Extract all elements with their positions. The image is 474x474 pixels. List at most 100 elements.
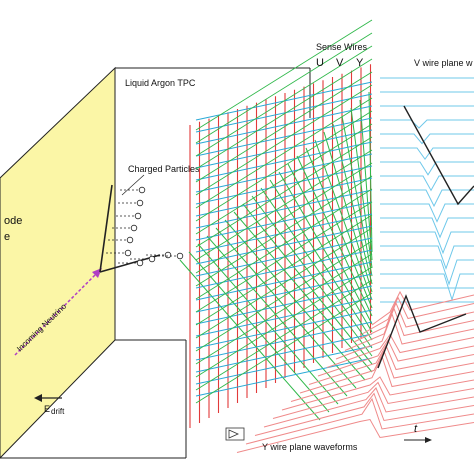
v-waveform: [380, 133, 474, 145]
v-waveform: [380, 273, 474, 302]
v-wire: [195, 333, 373, 373]
v-waveform: [380, 119, 474, 129]
cathode-label-line1: ode: [4, 215, 22, 227]
u-wire: [224, 219, 366, 381]
v-wire: [195, 225, 373, 265]
time-axis-label: t: [414, 423, 418, 435]
v-wire: [195, 297, 373, 337]
v-track-reco: [403, 105, 474, 206]
u-wire: [195, 162, 373, 274]
y-waveform: [317, 338, 474, 377]
u-wire: [195, 214, 373, 326]
y-waveform: [263, 387, 474, 428]
y-waveform: [245, 397, 474, 445]
u-wire: [195, 97, 373, 209]
v-wire: [195, 141, 373, 181]
v-waveform: [380, 217, 474, 239]
u-wire: [195, 292, 373, 404]
v-wire: [195, 105, 373, 145]
u-wire: [195, 58, 373, 170]
y-waveform: [362, 296, 474, 334]
v-wire: [195, 285, 373, 325]
u-wire: [195, 227, 373, 339]
u-wire: [195, 19, 373, 131]
u-wire: [305, 147, 373, 309]
tpc-box: [0, 67, 311, 459]
ionization-electrons: [106, 186, 184, 267]
v-waveform: [380, 203, 474, 223]
u-wire: [195, 201, 373, 313]
wire-planes: [179, 19, 373, 428]
u-wire: [195, 84, 373, 196]
wire-u-label: U: [316, 57, 324, 69]
time-arrow-icon: [404, 437, 432, 443]
u-wire: [323, 131, 373, 293]
e-drift-label: E: [44, 404, 50, 414]
v-wire: [195, 153, 373, 193]
v-wire: [195, 201, 373, 241]
y-waveform: [236, 418, 474, 453]
neutrino-track: [14, 271, 99, 356]
v-wire: [195, 213, 373, 253]
v-wire: [195, 273, 373, 313]
v-wire-waveforms: [380, 77, 474, 303]
u-wire: [195, 71, 373, 183]
y-waveform: [281, 376, 474, 411]
u-wire: [195, 240, 373, 352]
v-wire: [195, 117, 373, 157]
u-wire: [195, 253, 373, 365]
y-waveform: [272, 381, 474, 419]
u-wire: [195, 188, 373, 300]
v-waveform: [380, 175, 474, 192]
v-wire: [195, 189, 373, 229]
y-waveform: [254, 392, 474, 436]
ionization-electron-icon: [124, 249, 132, 257]
u-wire: [195, 175, 373, 287]
charged-particles-label: Charged Particles: [128, 164, 200, 174]
u-wire: [188, 251, 330, 413]
ionization-electron-icon: [136, 259, 144, 267]
u-wire: [195, 123, 373, 235]
sense-wires-label: Sense Wires: [316, 42, 368, 52]
ionization-electron-icon: [176, 252, 184, 260]
u-wire: [195, 32, 373, 144]
ionization-electron-icon: [134, 212, 142, 220]
charged-particles-pointer: [121, 174, 145, 196]
cathode-plane: [0, 66, 116, 459]
u-wire: [296, 155, 373, 317]
v-waveform: [380, 161, 474, 176]
v-wire: [195, 357, 373, 397]
v-waveforms-label: V wire plane w: [414, 58, 473, 68]
v-wire: [195, 93, 373, 133]
y-waveform: [353, 301, 474, 343]
y-track-reco: [377, 294, 467, 369]
v-wire: [195, 129, 373, 169]
u-wire: [251, 195, 373, 357]
ionization-electron-icon: [126, 236, 134, 244]
v-wire: [195, 249, 373, 289]
ionization-electron-icon: [164, 251, 172, 259]
v-wire: [195, 345, 373, 385]
v-waveform: [380, 147, 474, 161]
y-waveform: [335, 312, 474, 360]
u-wire: [195, 45, 373, 157]
v-wire: [195, 177, 373, 217]
cathode-label-line2: e: [4, 231, 10, 243]
v-wire: [195, 321, 373, 361]
v-waveform: [380, 231, 474, 255]
v-waveform: [380, 259, 474, 286]
v-wire: [195, 309, 373, 349]
u-wire: [195, 136, 373, 248]
wire-y-label: Y: [356, 57, 364, 69]
y-waveform: [344, 307, 474, 351]
e-drift-subscript: drift: [51, 407, 65, 416]
arrow-left-icon: [34, 394, 62, 402]
u-wire: [195, 110, 373, 222]
amplifier-icon: [225, 427, 245, 441]
u-wire: [287, 163, 373, 325]
u-wire: [341, 115, 373, 277]
u-wire: [195, 149, 373, 261]
ionization-electron-icon: [136, 199, 144, 207]
y-waveforms-label: Y wire plane waveforms: [262, 442, 358, 452]
